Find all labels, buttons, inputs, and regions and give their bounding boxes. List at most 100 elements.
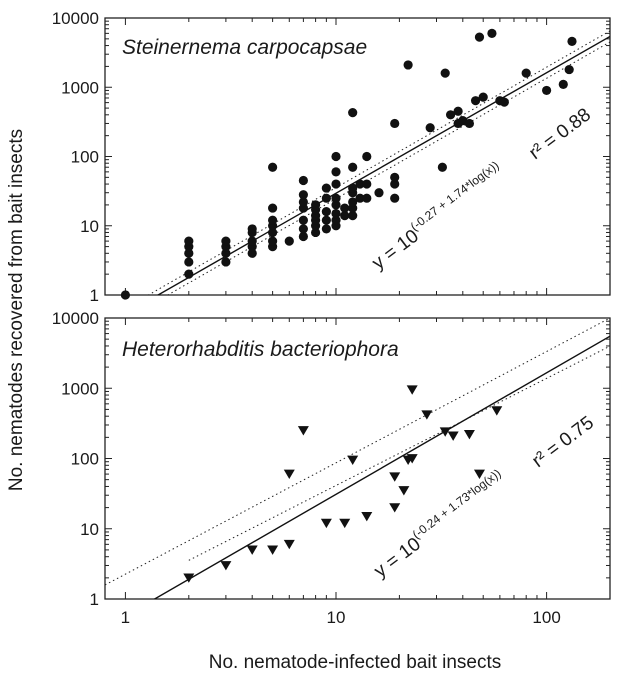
data-point [268,215,278,225]
data-point [406,385,418,395]
data-point [331,167,341,177]
data-point [221,257,231,267]
data-point [298,175,308,186]
y-tick-label: 10 [80,520,99,539]
data-point [478,92,488,102]
data-point [331,215,341,225]
data-point [331,193,341,203]
confidence-line [147,30,610,295]
data-point [268,162,278,172]
data-point [184,248,194,258]
data-point [445,110,456,120]
axis-ticks: 1 10 100 1000 10000 [52,9,611,305]
data-point [348,211,358,221]
confidence-lines [105,318,610,586]
data-point [425,123,435,133]
data-point [499,97,509,107]
data-point [491,406,503,416]
data-point [437,162,447,172]
x-tick-label: 10 [327,608,346,627]
data-point [321,193,331,203]
data-point [268,227,278,238]
data-point [348,183,358,193]
data-point [268,236,278,246]
data-point [247,248,257,258]
y-axis-title: No. nematodes recovered from bait insect… [6,129,27,491]
data-point [567,36,577,46]
data-point [340,203,350,213]
data-point [421,410,433,420]
data-points [120,28,577,300]
data-point [298,231,308,242]
data-point [542,85,552,96]
data-point [320,518,332,529]
data-point [447,431,459,441]
data-point [247,236,257,246]
data-point [331,208,341,219]
data-point [321,215,331,225]
y-tick-label: 100 [71,148,99,167]
data-point [390,172,400,182]
confidence-line [105,318,610,586]
data-point [487,28,497,38]
x-tick-label: 100 [532,608,560,627]
data-point [464,118,475,129]
data-point [298,215,308,225]
panel-title: Heterorhabditis bacteriophora [122,338,399,361]
r-squared: r² = 0.88 [525,104,595,164]
equation-exponent: (-0.24 + 1.73*log(x)) [410,466,504,542]
data-point [362,151,372,162]
data-point [310,227,321,238]
data-point [331,179,341,189]
data-point [348,108,358,118]
data-point [246,545,258,555]
data-point [474,32,485,42]
data-point [470,96,481,106]
x-axis-title: No. nematode-infected bait insects [209,652,502,673]
data-point [183,573,195,583]
data-point [310,200,321,210]
data-point [355,179,365,189]
data-point [453,106,463,116]
regression-equation: y = 10(-0.24 + 1.73*log(x)) [368,466,510,582]
data-point [362,179,372,189]
data-point [221,236,231,246]
data-point [268,203,278,213]
data-point [321,183,331,193]
data-point [362,193,372,203]
data-point [340,211,350,221]
data-point [297,426,309,436]
y-tick-label: 1000 [61,78,99,97]
data-point [521,68,531,78]
data-point [298,190,308,200]
data-point [184,257,194,267]
data-point [221,248,231,258]
y-tick-label: 10 [80,217,99,236]
data-point [321,224,331,234]
regression-line [153,335,610,599]
data-point [284,236,294,246]
data-point [321,207,331,217]
fit-line [153,335,610,599]
data-point [361,511,373,522]
data-point [120,290,131,300]
data-point [390,193,400,203]
data-point [339,518,351,529]
data-point [355,193,365,203]
data-point [298,197,308,207]
y-tick-label: 10000 [52,309,99,328]
data-point [389,503,401,513]
data-point [564,64,574,75]
data-point [389,472,401,482]
data-point [331,200,341,210]
y-tick-label: 1 [90,286,99,305]
equation-exponent: (-0.27 + 1.74*log(x)) [408,158,502,234]
panel-heterorhabditis: 1 10 100 1000 10000 1 10 100 Heterorhabditis ba… [52,309,611,627]
data-point [298,224,308,234]
data-point [283,539,295,550]
regression-equation: y = 10(-0.27 + 1.74*log(x)) [366,158,508,274]
data-point [398,486,410,496]
axis-ticks: 1 10 100 1000 10000 1 10 100 [52,309,611,627]
